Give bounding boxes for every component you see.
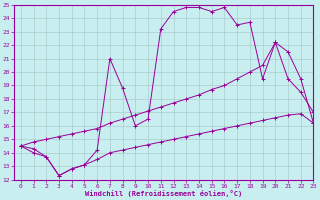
- X-axis label: Windchill (Refroidissement éolien,°C): Windchill (Refroidissement éolien,°C): [85, 190, 243, 197]
